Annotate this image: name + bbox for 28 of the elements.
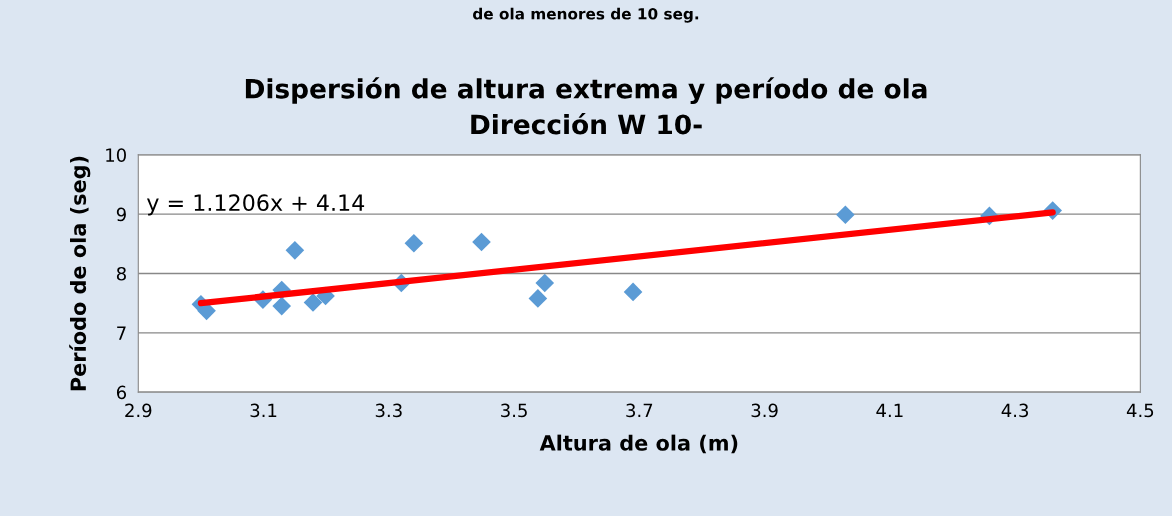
- y-tick-label: 10: [106, 148, 126, 162]
- point: [285, 241, 305, 260]
- point: [535, 273, 555, 293]
- y-tick-label: 9: [116, 207, 126, 222]
- point: [623, 282, 643, 302]
- point: [272, 296, 292, 316]
- y-axis-title: Período de ola (seg): [69, 156, 91, 391]
- point: [836, 205, 855, 225]
- y-tick-label: 6: [116, 385, 127, 400]
- point: [528, 289, 548, 308]
- y-tick-label: 7: [117, 326, 126, 340]
- x-tick-label: 3.1: [250, 403, 277, 418]
- x-tick-label: 4.1: [876, 403, 903, 417]
- point: [472, 232, 491, 252]
- x-tick-label: 3.3: [375, 403, 402, 418]
- point: [303, 293, 323, 312]
- text: de ola menores de 10 seg.: [473, 7, 699, 23]
- x-tick-label: 3.7: [626, 403, 653, 418]
- x-tick-label: 3.5: [501, 403, 527, 418]
- x-tick-label: 4.5: [1126, 403, 1154, 418]
- annotation: y = 1.1206x + 4.14: [146, 194, 365, 216]
- x-axis-title: Altura de ola (m): [539, 434, 738, 454]
- point: [404, 233, 424, 253]
- y-tick-label: 8: [116, 266, 126, 281]
- x-tick-label: 4.3: [1001, 403, 1029, 418]
- x-tick-label: 2.9: [125, 403, 152, 418]
- x-tick-label: 3.9: [751, 403, 778, 418]
- chart-title: Dispersión de altura extrema y período de ola Dirección W 10-: [245, 77, 927, 135]
